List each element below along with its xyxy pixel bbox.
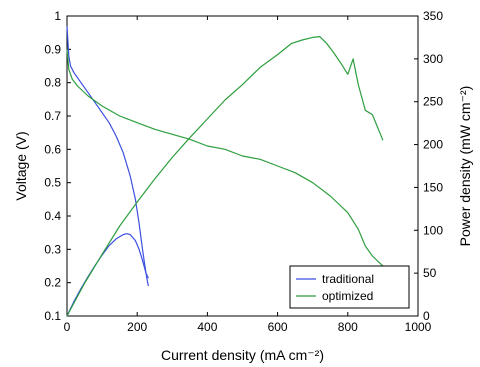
- y-left-tick-label: 0.5: [44, 176, 61, 190]
- y-right-tick-label: 200: [423, 138, 443, 152]
- x-tick-label: 600: [268, 320, 288, 334]
- plot-area: 0 200 400 600 800 10000.10.20.30.40.50.60.70.…: [13, 9, 473, 363]
- y-right-tick-label: 100: [423, 223, 443, 237]
- x-tick-label: 200: [127, 320, 147, 334]
- x-tick-label: 0: [64, 320, 71, 334]
- series-line-optimized-voltage: [66, 49, 384, 267]
- plot-frame: [66, 15, 419, 317]
- y-right-axis-label: Power density (mW cm⁻²): [457, 86, 473, 247]
- legend-label-traditional: traditional: [322, 272, 374, 286]
- y-left-tick-label: 0.3: [44, 242, 61, 256]
- legend-box: [289, 265, 410, 309]
- y-left-tick-label: 0.1: [44, 309, 61, 323]
- x-axis-label: Current density (mA cm⁻²): [161, 347, 324, 363]
- y-right-tick-label: 350: [423, 9, 443, 23]
- x-tick-label: 1000: [405, 320, 432, 334]
- y-right-tick-label: 250: [423, 95, 443, 109]
- y-left-tick-label: 0.6: [44, 142, 61, 156]
- x-tick-label: 400: [197, 320, 217, 334]
- y-left-tick-label: 0.2: [44, 276, 61, 290]
- y-left-tick-label: 0.4: [44, 209, 61, 223]
- y-right-tick-label: 300: [423, 52, 443, 66]
- series-line-traditional-voltage: [66, 25, 149, 287]
- x-tick-label: 800: [338, 320, 358, 334]
- y-right-tick-label: 0: [423, 309, 430, 323]
- legend-label-optimized: optimized: [322, 289, 373, 303]
- y-left-tick-label: 1: [54, 9, 61, 23]
- y-right-tick-label: 50: [423, 266, 437, 280]
- y-right-tick-label: 150: [423, 180, 443, 194]
- y-left-tick-label: 0.8: [44, 76, 61, 90]
- y-left-axis-label: Voltage (V): [13, 131, 29, 200]
- y-left-tick-label: 0.7: [44, 109, 61, 123]
- series-line-optimized-power: [66, 35, 384, 317]
- y-left-tick-label: 0.9: [44, 42, 61, 56]
